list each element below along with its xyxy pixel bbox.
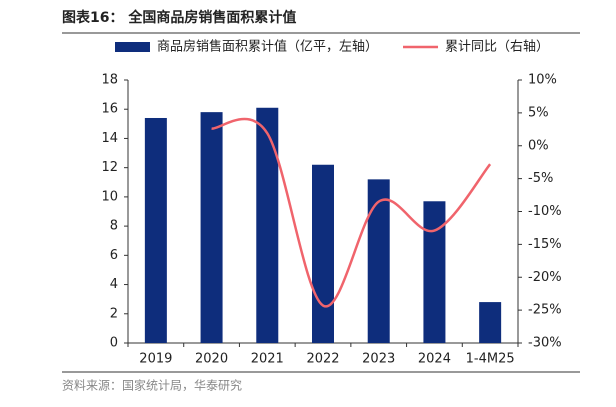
bar — [256, 107, 279, 343]
x-tick-label: 2020 — [195, 352, 228, 367]
bar — [312, 164, 334, 343]
legend-label: 商品房销售面积累计值（亿平，左轴） — [157, 39, 378, 55]
x-tick-label: 2023 — [362, 352, 395, 367]
y-tick-label: 16 — [101, 102, 118, 117]
y-tick-label: 18 — [101, 73, 118, 88]
x-tick-label: 1-4M25 — [466, 352, 515, 367]
y2-tick-label: -5% — [528, 171, 553, 186]
y2-tick-label: -30% — [528, 336, 562, 351]
source: 资料来源：国家统计局，华泰研究 — [62, 378, 242, 393]
y2-tick-label: 0% — [528, 138, 549, 153]
y2-tick-label: 5% — [528, 105, 549, 120]
y2-tick-label: -20% — [528, 270, 562, 285]
bar — [200, 112, 223, 344]
y-tick-label: 6 — [110, 248, 118, 263]
y-tick-label: 12 — [101, 160, 118, 175]
y-tick-label: 0 — [110, 336, 118, 351]
x-tick-label: 2021 — [251, 352, 284, 367]
x-tick-label: 2024 — [418, 352, 451, 367]
legend-swatch — [115, 42, 150, 52]
y-tick-label: 14 — [101, 131, 118, 146]
y2-tick-label: -10% — [528, 204, 562, 219]
legend-label: 累计同比（右轴） — [445, 40, 549, 55]
x-tick-label: 2022 — [306, 352, 339, 367]
y2-tick-label: -15% — [528, 237, 562, 252]
bar — [423, 201, 446, 343]
y-tick-label: 2 — [110, 306, 118, 321]
bar — [367, 179, 390, 343]
y-tick-label: 4 — [110, 277, 118, 292]
y-tick-label: 10 — [101, 189, 118, 204]
line — [211, 117, 492, 308]
chart-title: 图表16： 全国商品房销售面积累计值 — [62, 9, 296, 26]
y2-tick-label: -25% — [528, 303, 562, 318]
bar — [144, 117, 167, 343]
x-tick-label: 2019 — [139, 352, 172, 367]
bar — [479, 302, 502, 343]
y-tick-label: 8 — [110, 219, 118, 234]
y2-tick-label: 10% — [528, 73, 557, 88]
